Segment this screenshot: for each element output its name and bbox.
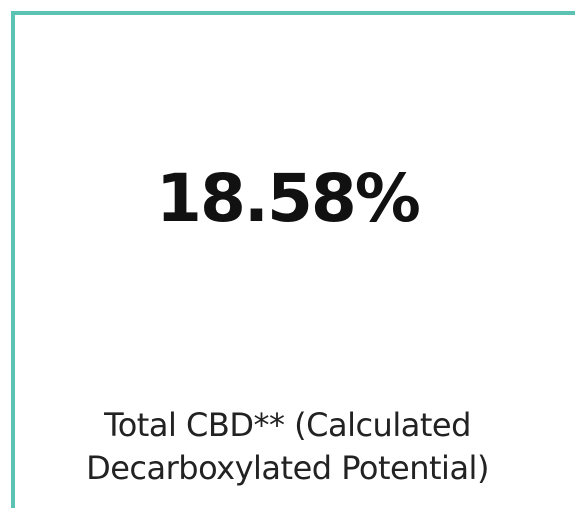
cbd-stat-card <box>11 11 575 508</box>
total-cbd-label-line-1: Total CBD** (Calculated <box>104 406 471 444</box>
total-cbd-label: Total CBD** (Calculated Decarboxylated P… <box>0 404 575 490</box>
total-cbd-label-line-2: Decarboxylated Potential) <box>86 449 489 487</box>
total-cbd-value: 18.58% <box>156 160 421 237</box>
